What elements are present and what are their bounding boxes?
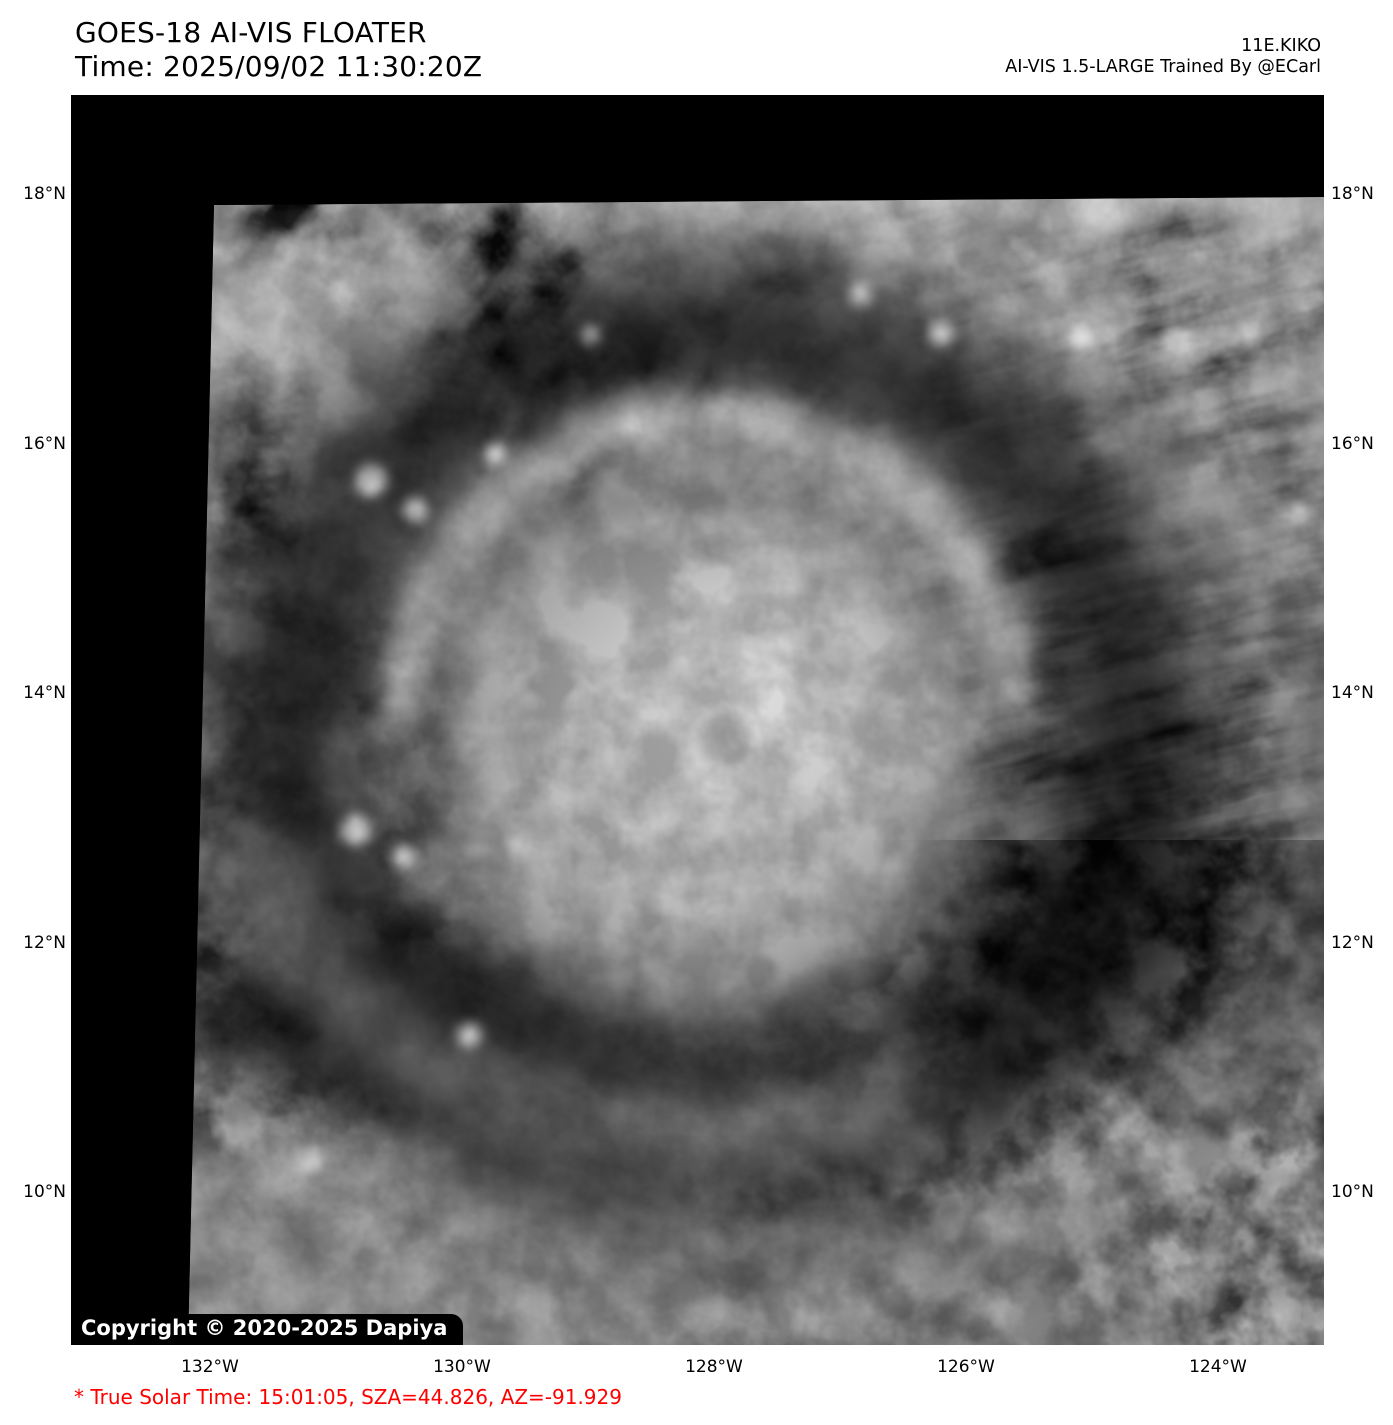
lon-label-132w: 132°W (181, 1357, 239, 1377)
storm-id: 11E.KIKO (1241, 36, 1321, 56)
lon-label-128w: 128°W (685, 1357, 743, 1377)
lon-label-126w: 126°W (937, 1357, 995, 1377)
lat-label-right-12n: 12°N (1331, 933, 1374, 953)
lat-label-right-10n: 10°N (1331, 1182, 1374, 1202)
lat-label-left-10n: 10°N (23, 1182, 66, 1202)
copyright-badge: Copyright © 2020-2025 Dapiya (71, 1314, 464, 1345)
product-title: GOES-18 AI-VIS FLOATER (75, 16, 427, 49)
projection-black-margin (71, 95, 1324, 1345)
lat-label-right-16n: 16°N (1331, 434, 1374, 454)
solar-time-note: * True Solar Time: 15:01:05, SZA=44.826,… (74, 1385, 622, 1409)
lat-label-left-12n: 12°N (23, 933, 66, 953)
lat-label-left-18n: 18°N (23, 184, 66, 204)
lon-label-124w: 124°W (1189, 1357, 1247, 1377)
header-title-block: GOES-18 AI-VIS FLOATER Time: 2025/09/02 … (75, 16, 482, 84)
lat-label-right-14n: 14°N (1331, 683, 1374, 703)
satellite-image (71, 95, 1324, 1345)
header-credit-block: 11E.KIKO AI-VIS 1.5-LARGE Trained By @EC… (1005, 36, 1321, 78)
satellite-map-frame: Copyright © 2020-2025 Dapiya (71, 95, 1324, 1345)
lon-label-130w: 130°W (433, 1357, 491, 1377)
lat-label-left-16n: 16°N (23, 434, 66, 454)
hurricane-kiko-cloud-field (188, 197, 1324, 1345)
model-credit: AI-VIS 1.5-LARGE Trained By @ECarl (1005, 57, 1321, 77)
lat-label-left-14n: 14°N (23, 683, 66, 703)
lat-label-right-18n: 18°N (1331, 184, 1374, 204)
product-timestamp: Time: 2025/09/02 11:30:20Z (75, 50, 483, 83)
